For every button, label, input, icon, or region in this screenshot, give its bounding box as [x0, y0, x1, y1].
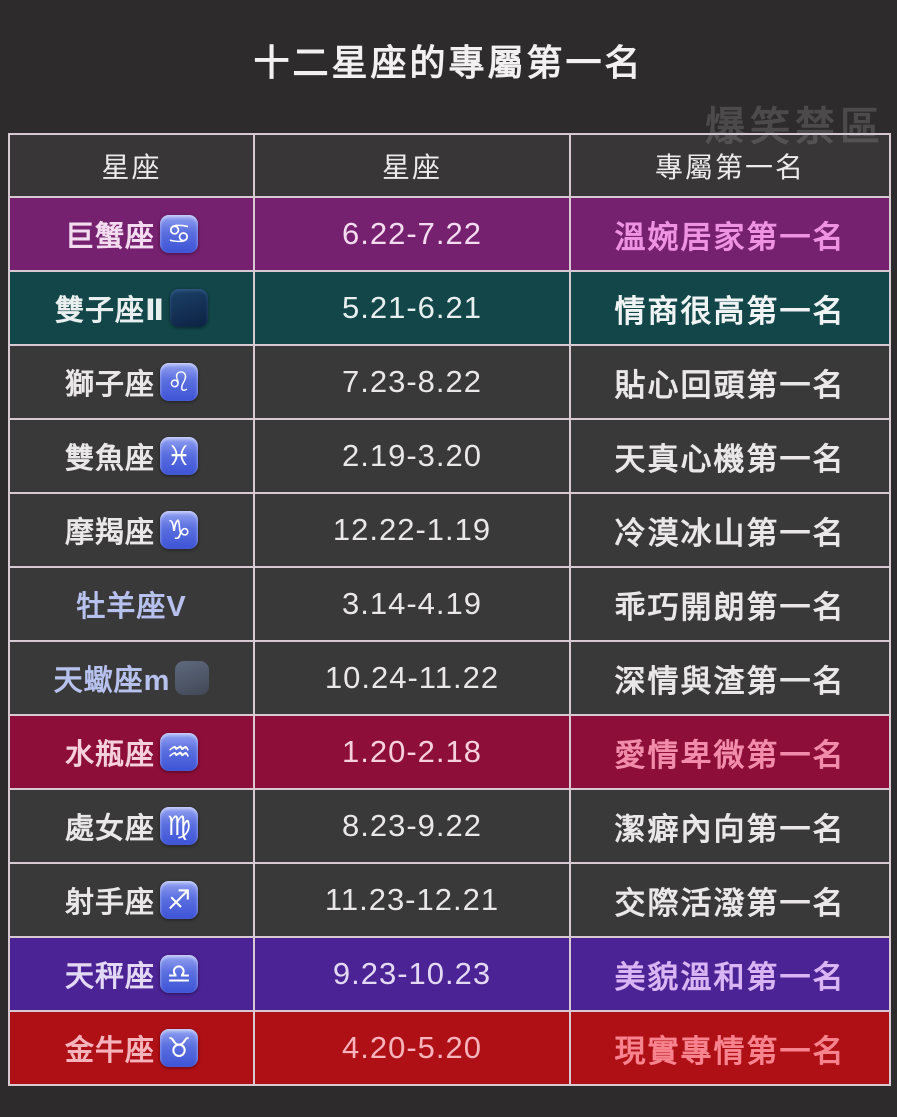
table-row: 牡羊座V 3.14-4.19 乖巧開朗第一名	[8, 566, 891, 642]
gemini-icon	[170, 289, 209, 327]
date-label: 4.20-5.20	[342, 1030, 482, 1065]
table-row: 雙子座Ⅱ 5.21-6.21 情商很高第一名	[8, 270, 891, 346]
sign-label: 牡羊座V	[76, 591, 187, 623]
sign-label: 射手座	[64, 887, 155, 919]
date-label: 11.23-12.21	[324, 882, 500, 917]
date-label: 7.23-8.22	[342, 364, 482, 399]
table-row: 水瓶座 ♒ 1.20-2.18 愛情卑微第一名	[8, 714, 891, 790]
rank-label: 溫婉居家第一名	[614, 219, 846, 255]
table-row: 摩羯座 ♑ 12.22-1.19 冷漠冰山第一名	[8, 492, 891, 568]
table-row: 處女座 ♍ 8.23-9.22 潔癖內向第一名	[8, 788, 891, 864]
rank-label: 深情與渣第一名	[614, 663, 846, 699]
virgo-icon: ♍	[160, 807, 198, 845]
sign-label: 天蠍座m	[53, 665, 171, 697]
libra-icon: ♎	[160, 955, 198, 993]
header-cell-dates: 星座	[253, 133, 571, 198]
date-label: 12.22-1.19	[332, 512, 492, 547]
header-row: 星座 星座 專屬第一名	[8, 133, 891, 198]
date-label: 5.21-6.21	[342, 290, 482, 325]
rank-label: 愛情卑微第一名	[614, 737, 846, 773]
date-label: 2.19-3.20	[342, 438, 482, 473]
rank-label: 貼心回頭第一名	[614, 367, 846, 403]
leo-icon: ♌	[160, 363, 198, 401]
date-label: 8.23-9.22	[342, 808, 482, 843]
sign-label: 天秤座	[64, 961, 155, 993]
scorpio-icon	[175, 661, 210, 695]
table-row: 巨蟹座 ♋ 6.22-7.22 溫婉居家第一名	[8, 196, 891, 272]
table-row: 天蠍座m 10.24-11.22 深情與渣第一名	[8, 640, 891, 716]
sign-label: 水瓶座	[64, 739, 155, 771]
rank-label: 天真心機第一名	[614, 441, 846, 477]
date-label: 10.24-11.22	[324, 660, 500, 695]
date-label: 3.14-4.19	[342, 586, 482, 621]
capricorn-icon: ♑	[160, 511, 198, 549]
date-label: 9.23-10.23	[332, 956, 492, 991]
header-cell-rank: 專屬第一名	[569, 133, 891, 198]
rank-label: 交際活潑第一名	[614, 885, 846, 921]
rank-label: 乖巧開朗第一名	[614, 589, 846, 625]
sign-label: 巨蟹座	[64, 221, 155, 253]
rank-label: 冷漠冰山第一名	[614, 515, 846, 551]
sagittarius-icon: ♐	[160, 881, 198, 919]
rank-label: 現實專情第一名	[614, 1033, 846, 1069]
sign-label: 金牛座	[64, 1035, 155, 1067]
rank-label: 潔癖內向第一名	[614, 811, 846, 847]
cancer-icon: ♋	[160, 215, 198, 253]
table-row: 獅子座 ♌ 7.23-8.22 貼心回頭第一名	[8, 344, 891, 420]
rank-label: 情商很高第一名	[614, 293, 846, 329]
date-label: 6.22-7.22	[342, 216, 482, 251]
pisces-icon: ♓	[160, 437, 198, 475]
header-cell-sign: 星座	[8, 133, 255, 198]
table-row: 天秤座 ♎ 9.23-10.23 美貌溫和第一名	[8, 936, 891, 1012]
sign-label: 處女座	[64, 813, 155, 845]
table-row: 雙魚座 ♓ 2.19-3.20 天真心機第一名	[8, 418, 891, 494]
aquarius-icon: ♒	[160, 733, 198, 771]
sign-label: 雙魚座	[64, 443, 155, 475]
table-row: 射手座 ♐ 11.23-12.21 交際活潑第一名	[8, 862, 891, 938]
sign-label: 獅子座	[64, 369, 155, 401]
page-title: 十二星座的專屬第一名	[253, 42, 644, 83]
zodiac-table: 星座 星座 專屬第一名 巨蟹座 ♋ 6.22-7.22 溫婉居家第一名 雙子座Ⅱ…	[8, 133, 891, 1086]
taurus-icon: ♉	[160, 1029, 198, 1067]
table-row: 金牛座 ♉ 4.20-5.20 現實專情第一名	[8, 1010, 891, 1086]
rank-label: 美貌溫和第一名	[614, 959, 846, 995]
sign-label: 雙子座Ⅱ	[54, 295, 166, 327]
date-label: 1.20-2.18	[342, 734, 482, 769]
sign-label: 摩羯座	[64, 517, 155, 549]
